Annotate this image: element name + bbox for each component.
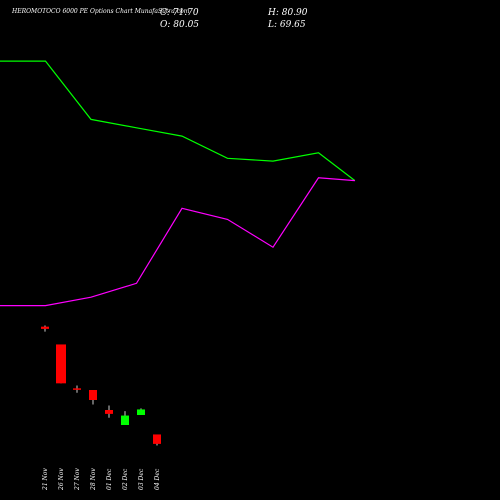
close-value: C: 71.70 <box>160 8 199 18</box>
high-value: H: 80.90 <box>268 8 308 18</box>
candle-body <box>121 415 129 425</box>
candle-body <box>105 410 113 414</box>
candle-body <box>89 390 97 400</box>
x-tick-label: 04 Dec <box>154 468 161 490</box>
candle-6 <box>137 408 145 415</box>
candle-3 <box>89 390 97 405</box>
low-value: L: 69.65 <box>268 20 306 30</box>
candle-0 <box>41 325 49 332</box>
open-value: O: 80.05 <box>160 20 200 30</box>
lines-layer <box>0 60 356 307</box>
x-tick-label: 21 Nov <box>42 468 49 491</box>
x-tick-label: 28 Nov <box>90 468 97 491</box>
candle-1 <box>56 344 66 384</box>
candle-body <box>153 434 161 444</box>
candle-body <box>137 409 145 415</box>
x-tick-label: 02 Dec <box>122 468 129 490</box>
chart-title: HEROMOTOCO 6000 PE Options Chart MunafaS… <box>12 8 190 15</box>
x-tick-label: 01 Dec <box>106 468 113 490</box>
candle-body <box>41 326 49 329</box>
x-tick-label: 03 Dec <box>138 468 145 490</box>
candle-4 <box>105 405 113 418</box>
candle-body <box>56 344 66 384</box>
candle-5 <box>121 411 129 425</box>
candle-2 <box>73 385 81 393</box>
series-line-1 <box>0 177 355 307</box>
x-tick-labels: 21 Nov 26 Nov 27 Nov 28 Nov 01 Dec 02 Dec 03 D… <box>42 468 161 491</box>
x-tick-label: 27 Nov <box>74 468 81 491</box>
candle-7 <box>153 434 161 446</box>
candles-layer <box>41 325 161 446</box>
series-line-0 <box>0 60 356 182</box>
x-tick-label: 26 Nov <box>58 468 65 491</box>
candle-body <box>73 388 81 390</box>
